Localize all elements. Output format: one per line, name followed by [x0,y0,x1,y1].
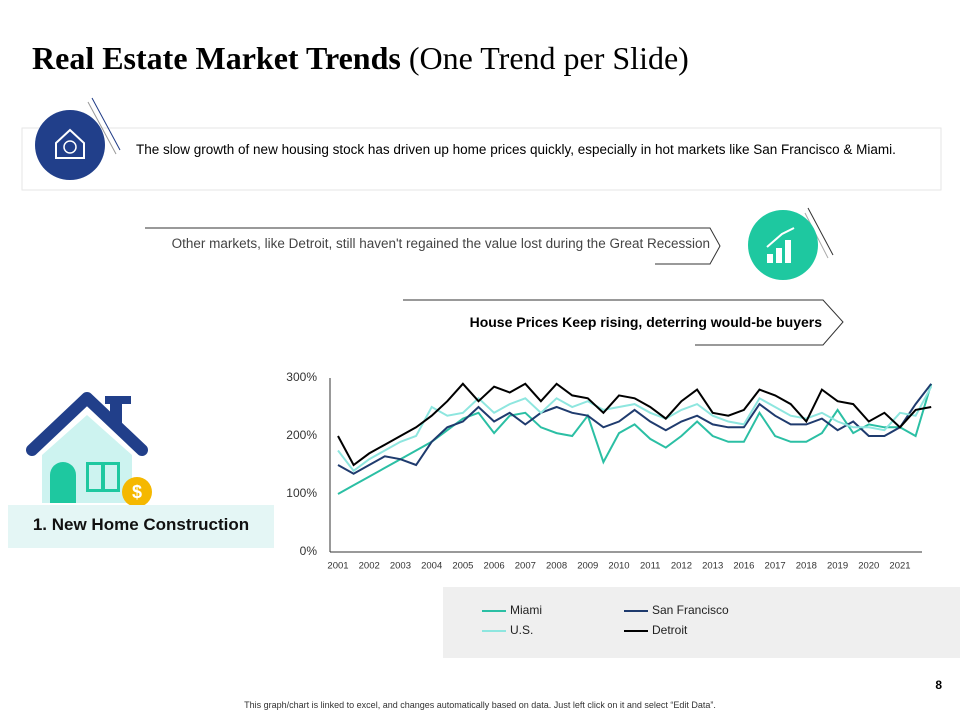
icon-circle [748,210,818,280]
icon [766,227,795,248]
roof [26,392,148,456]
icon [785,240,791,263]
callout-text: House Prices Keep rising, deterring woul… [469,314,822,330]
callout-text: Other markets, like Detroit, still haven… [171,236,710,251]
legend-label: U.S. [510,623,533,637]
icon-circle [35,110,105,180]
coin-symbol: $ [132,482,142,502]
chimney [110,398,122,423]
legend-label: Miami [510,603,542,617]
accent [807,207,834,256]
arrow [403,299,844,346]
x-tick-label: 2012 [671,561,692,572]
x-tick-label: 2017 [765,561,786,572]
legend-box [443,587,960,658]
x-tick-label: 2005 [452,561,473,572]
icon [767,254,773,263]
title-rest: (One Trend per Slide) [408,40,689,76]
window [89,465,101,489]
accent [87,101,117,155]
page-number: 8 [935,678,942,692]
y-tick-label: 100% [286,486,317,500]
title: Real Estate Market Trends (One Trend per… [32,40,689,77]
coin [122,477,152,507]
x-tick-label: 2006 [484,561,505,572]
callout-box [21,127,942,191]
series-line [337,383,933,495]
x-tick-label: 2021 [889,561,910,572]
y-tick-label: 300% [286,370,317,384]
x-tick-label: 2002 [359,561,380,572]
title-bold: Real Estate Market Trends [32,40,401,76]
icon [776,248,782,263]
label-box [8,505,274,548]
y-tick-label: 200% [286,428,317,442]
footer-note: This graph/chart is linked to excel, and… [244,700,716,710]
legend-label: San Francisco [652,603,729,617]
x-tick-label: 2007 [515,561,536,572]
x-tick-label: 2009 [577,561,598,572]
icon [55,128,85,159]
series-line [337,382,932,467]
window [105,465,117,489]
x-tick-label: 2008 [546,561,567,572]
x-tick-label: 2004 [421,561,442,572]
x-tick-label: 2013 [702,561,723,572]
label: 1. New Home Construction [32,515,250,534]
x-tick-label: 2003 [390,561,411,572]
x-tick-label: 2011 [640,561,660,572]
callout-text: The slow growth of new housing stock has… [136,142,896,157]
y-tick-label: 0% [300,544,318,558]
chimney [105,396,131,404]
door [50,462,76,503]
x-tick-label: 2001 [327,561,348,572]
series-line [337,383,932,475]
accent [91,97,121,151]
x-tick-label: 2020 [858,561,879,572]
x-tick-label: 2010 [608,561,629,572]
x-tick-label: 2018 [796,561,817,572]
icon [63,140,77,154]
x-tick-label: 2019 [827,561,848,572]
legend-label: Detroit [652,623,688,637]
arrow [145,227,721,265]
x-tick-label: 2016 [733,561,754,572]
